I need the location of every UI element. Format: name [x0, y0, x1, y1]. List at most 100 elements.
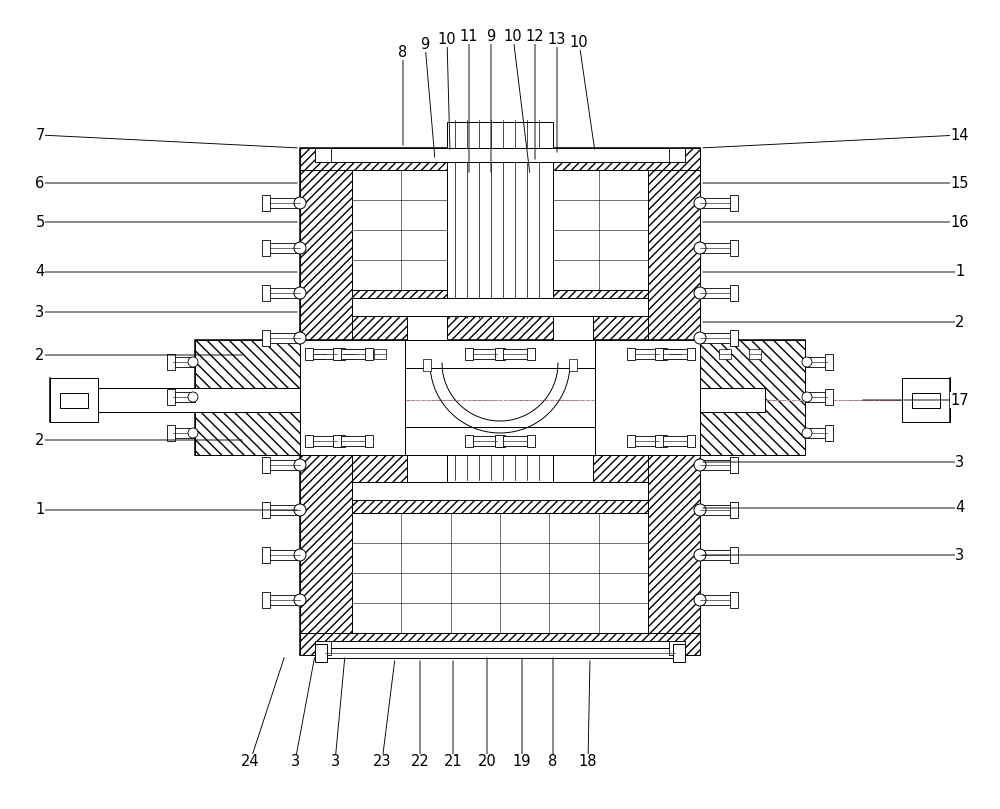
Circle shape [802, 357, 812, 367]
Bar [262, 592, 270, 608]
Bar [352, 440, 648, 513]
Bar [305, 435, 313, 447]
Text: 9: 9 [420, 36, 430, 52]
Bar [325, 648, 675, 658]
Bar [700, 198, 732, 208]
Text: 6: 6 [35, 176, 45, 190]
Bar [719, 349, 731, 359]
Bar [337, 348, 345, 360]
Bar [352, 482, 648, 500]
Circle shape [694, 594, 706, 606]
Bar [60, 393, 88, 408]
Text: 8: 8 [398, 44, 408, 60]
Text: 23: 23 [373, 755, 391, 769]
Text: 3: 3 [290, 755, 300, 769]
Circle shape [294, 459, 306, 471]
Circle shape [294, 504, 306, 516]
Bar [655, 348, 663, 360]
Text: 15: 15 [951, 176, 969, 190]
Bar [262, 285, 270, 301]
Bar [407, 437, 447, 482]
Text: 24: 24 [241, 755, 259, 769]
Circle shape [188, 392, 198, 402]
Bar [173, 428, 195, 438]
Bar [268, 198, 300, 208]
Bar [352, 482, 407, 500]
Bar [902, 378, 950, 422]
Circle shape [294, 197, 306, 209]
Bar [195, 340, 310, 455]
Text: 18: 18 [579, 755, 597, 769]
Bar [315, 644, 327, 662]
Bar [648, 440, 700, 633]
Bar [497, 435, 505, 447]
Bar [268, 550, 300, 560]
Bar [700, 288, 732, 298]
Bar [669, 641, 685, 655]
Bar [730, 330, 738, 346]
Bar [337, 435, 345, 447]
Bar [669, 148, 685, 162]
Bar [374, 349, 386, 359]
Circle shape [188, 428, 198, 438]
Bar [553, 316, 593, 361]
Bar [730, 240, 738, 256]
Bar [805, 428, 827, 438]
Bar [447, 437, 553, 482]
Circle shape [294, 287, 306, 299]
Circle shape [294, 594, 306, 606]
Bar [912, 393, 940, 408]
Bar [700, 243, 732, 253]
Text: 4: 4 [35, 265, 45, 279]
Text: 13: 13 [548, 32, 566, 46]
Bar [700, 550, 732, 560]
Bar [593, 298, 648, 316]
Text: 10: 10 [438, 32, 456, 46]
Bar [195, 340, 805, 455]
Bar [352, 513, 648, 633]
Bar [262, 330, 270, 346]
Bar [569, 359, 577, 371]
Bar [595, 340, 700, 455]
Bar [595, 340, 700, 455]
Bar [687, 435, 695, 447]
Bar [730, 592, 738, 608]
Bar [352, 298, 648, 316]
Bar [352, 290, 648, 358]
Bar [344, 349, 356, 359]
Bar [730, 285, 738, 301]
Text: 9: 9 [486, 28, 496, 44]
Bar [173, 357, 195, 367]
Bar [50, 378, 98, 422]
Bar [700, 505, 732, 515]
Bar [315, 148, 331, 162]
Text: 5: 5 [35, 214, 45, 230]
Bar [315, 148, 685, 162]
Bar [310, 340, 690, 368]
Bar [365, 348, 373, 360]
Circle shape [694, 459, 706, 471]
Text: 10: 10 [504, 28, 522, 44]
Bar [300, 440, 700, 655]
Bar [501, 349, 529, 359]
Circle shape [694, 549, 706, 561]
Bar [648, 170, 700, 358]
Bar [497, 348, 505, 360]
Text: 3: 3 [955, 548, 965, 562]
Bar [407, 437, 447, 482]
Bar [333, 348, 341, 360]
Text: 19: 19 [513, 755, 531, 769]
Bar [262, 240, 270, 256]
Bar [407, 316, 447, 361]
Bar [749, 349, 761, 359]
Bar [300, 633, 700, 655]
Circle shape [694, 197, 706, 209]
Bar [805, 392, 827, 402]
Bar [673, 644, 685, 662]
Circle shape [294, 332, 306, 344]
Bar [305, 348, 313, 360]
Bar [659, 435, 667, 447]
Bar [465, 348, 473, 360]
Bar [669, 349, 681, 359]
Bar [262, 502, 270, 518]
